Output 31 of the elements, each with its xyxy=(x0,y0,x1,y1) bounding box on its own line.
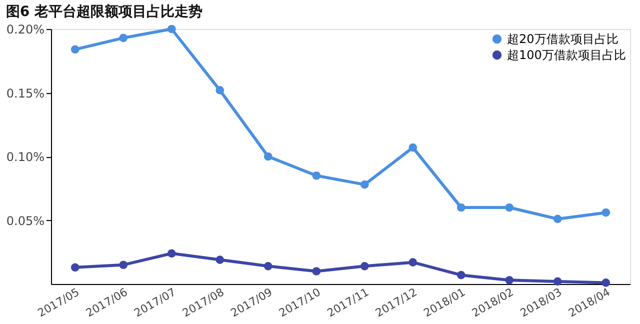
point xyxy=(553,214,562,224)
point xyxy=(70,45,80,54)
point xyxy=(264,152,272,161)
legend-label: 超20万借款项目占比 xyxy=(507,32,618,46)
point xyxy=(505,203,514,212)
point xyxy=(360,180,369,189)
point xyxy=(312,171,321,180)
y-tick-label: 0.20% xyxy=(6,22,44,36)
y-tick-label: 0.10% xyxy=(6,150,44,164)
chart-title: 图6 老平台超限额项目占比走势 xyxy=(6,3,203,20)
point xyxy=(602,278,610,287)
legend-label: 超100万借款项目占比 xyxy=(507,48,626,62)
point xyxy=(216,86,224,94)
point xyxy=(167,24,176,34)
point xyxy=(216,256,224,264)
point xyxy=(360,262,369,270)
point xyxy=(456,203,466,212)
point xyxy=(456,270,466,280)
point xyxy=(602,208,610,217)
point xyxy=(408,258,418,266)
point xyxy=(505,276,514,284)
point xyxy=(553,277,562,286)
y-tick-label: 0.15% xyxy=(6,86,44,100)
point xyxy=(408,143,418,152)
point xyxy=(167,249,176,258)
y-tick-label: 0.05% xyxy=(6,214,44,228)
point xyxy=(312,267,321,276)
point xyxy=(119,34,128,42)
point xyxy=(264,262,272,270)
point xyxy=(119,260,128,270)
point xyxy=(70,263,80,272)
